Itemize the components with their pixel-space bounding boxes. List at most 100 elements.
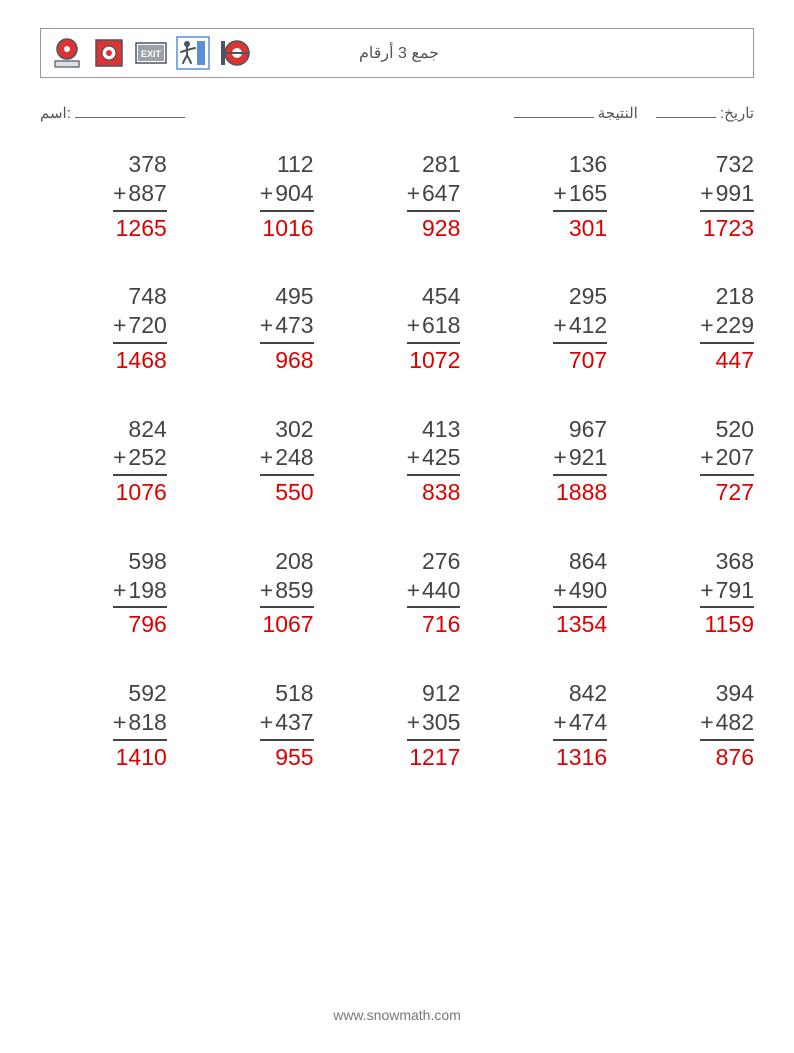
addend-bottom: 720: [128, 311, 166, 340]
addend-bottom: 425: [422, 443, 460, 472]
plus-sign: +: [553, 179, 566, 208]
problem: 592+8181410: [40, 679, 167, 771]
date-line: [656, 104, 716, 118]
addend-bottom: 440: [422, 576, 460, 605]
icon-row: EXIT: [49, 35, 253, 71]
addend-bottom: 207: [716, 443, 754, 472]
plus-sign: +: [700, 179, 713, 208]
answer: 727: [716, 476, 754, 507]
hose-reel-icon: [217, 35, 253, 71]
answer: 1265: [116, 212, 167, 243]
addend-top: 824: [128, 415, 166, 444]
plus-sign: +: [700, 576, 713, 605]
addend-bottom: 474: [569, 708, 607, 737]
addend-bottom: 165: [569, 179, 607, 208]
addend-top: 732: [716, 150, 754, 179]
answer: 1016: [262, 212, 313, 243]
addend-bottom: 791: [716, 576, 754, 605]
addend-top: 136: [569, 150, 607, 179]
problem: 378+8871265: [40, 150, 167, 242]
problem: 276+440716: [334, 547, 461, 639]
exit-sign-icon: EXIT: [133, 35, 169, 71]
answer: 928: [422, 212, 460, 243]
addend-top: 520: [716, 415, 754, 444]
date-label: تاريخ:: [720, 105, 754, 122]
score-label: النتيجة: [598, 105, 638, 122]
answer: 1354: [556, 608, 607, 639]
problem: 136+165 301: [480, 150, 607, 242]
addend-bottom: 904: [275, 179, 313, 208]
answer: 876: [716, 741, 754, 772]
problem: 495+473968: [187, 282, 314, 374]
score-field: النتيجة: [514, 104, 638, 122]
plus-sign: +: [553, 311, 566, 340]
addend-top: 518: [275, 679, 313, 708]
plus-sign: +: [407, 179, 420, 208]
plus-sign: +: [553, 443, 566, 472]
plus-sign: +: [260, 311, 273, 340]
problem: 368+7911159: [627, 547, 754, 639]
answer: 550: [275, 476, 313, 507]
addend-bottom: 647: [422, 179, 460, 208]
answer: 1316: [556, 741, 607, 772]
addend-bottom: 921: [569, 443, 607, 472]
addend-top: 912: [422, 679, 460, 708]
problem: 598+198 796: [40, 547, 167, 639]
addend-bottom: 198: [128, 576, 166, 605]
problem: 864+4901354: [480, 547, 607, 639]
addend-top: 368: [716, 547, 754, 576]
problem: 394+482 876: [627, 679, 754, 771]
addend-bottom: 248: [275, 443, 313, 472]
plus-sign: +: [113, 708, 126, 737]
plus-sign: +: [700, 311, 713, 340]
plus-sign: +: [113, 311, 126, 340]
answer: 707: [569, 344, 607, 375]
name-label: اسم:: [40, 105, 71, 122]
addend-top: 295: [569, 282, 607, 311]
addend-top: 413: [422, 415, 460, 444]
answer: 1888: [556, 476, 607, 507]
addend-bottom: 618: [422, 311, 460, 340]
problem: 967+9211888: [480, 415, 607, 507]
answer: 1468: [116, 344, 167, 375]
problem: 520+207 727: [627, 415, 754, 507]
problem: 112+9041016: [187, 150, 314, 242]
name-line: [75, 104, 185, 118]
addend-bottom: 887: [128, 179, 166, 208]
footer-url: www.snowmath.com: [0, 1007, 794, 1023]
addend-bottom: 473: [275, 311, 313, 340]
plus-sign: +: [113, 179, 126, 208]
problem: 295+412707: [480, 282, 607, 374]
answer: 838: [422, 476, 460, 507]
plus-sign: +: [407, 311, 420, 340]
addend-top: 495: [275, 282, 313, 311]
addend-top: 218: [716, 282, 754, 311]
addend-bottom: 991: [716, 179, 754, 208]
svg-text:EXIT: EXIT: [141, 49, 162, 59]
date-field: تاريخ:: [656, 104, 754, 122]
problem: 413+425838: [334, 415, 461, 507]
addend-top: 394: [716, 679, 754, 708]
answer: 447: [716, 344, 754, 375]
answer: 796: [128, 608, 166, 639]
problem: 302+248550: [187, 415, 314, 507]
addend-top: 864: [569, 547, 607, 576]
worksheet-page: EXIT جمع 3 أرقام اسم: تاريخ: النتيجة: [0, 0, 794, 1053]
plus-sign: +: [700, 443, 713, 472]
plus-sign: +: [260, 443, 273, 472]
plus-sign: +: [113, 576, 126, 605]
plus-sign: +: [553, 576, 566, 605]
answer: 301: [569, 212, 607, 243]
problem: 824+2521076: [40, 415, 167, 507]
problem: 454+6181072: [334, 282, 461, 374]
worksheet-title: جمع 3 أرقام: [253, 43, 545, 63]
problem: 281+647928: [334, 150, 461, 242]
answer: 1410: [116, 741, 167, 772]
plus-sign: +: [700, 708, 713, 737]
problem: 518+437955: [187, 679, 314, 771]
addend-bottom: 482: [716, 708, 754, 737]
addend-top: 598: [128, 547, 166, 576]
addend-bottom: 437: [275, 708, 313, 737]
plus-sign: +: [113, 443, 126, 472]
problem: 208+8591067: [187, 547, 314, 639]
